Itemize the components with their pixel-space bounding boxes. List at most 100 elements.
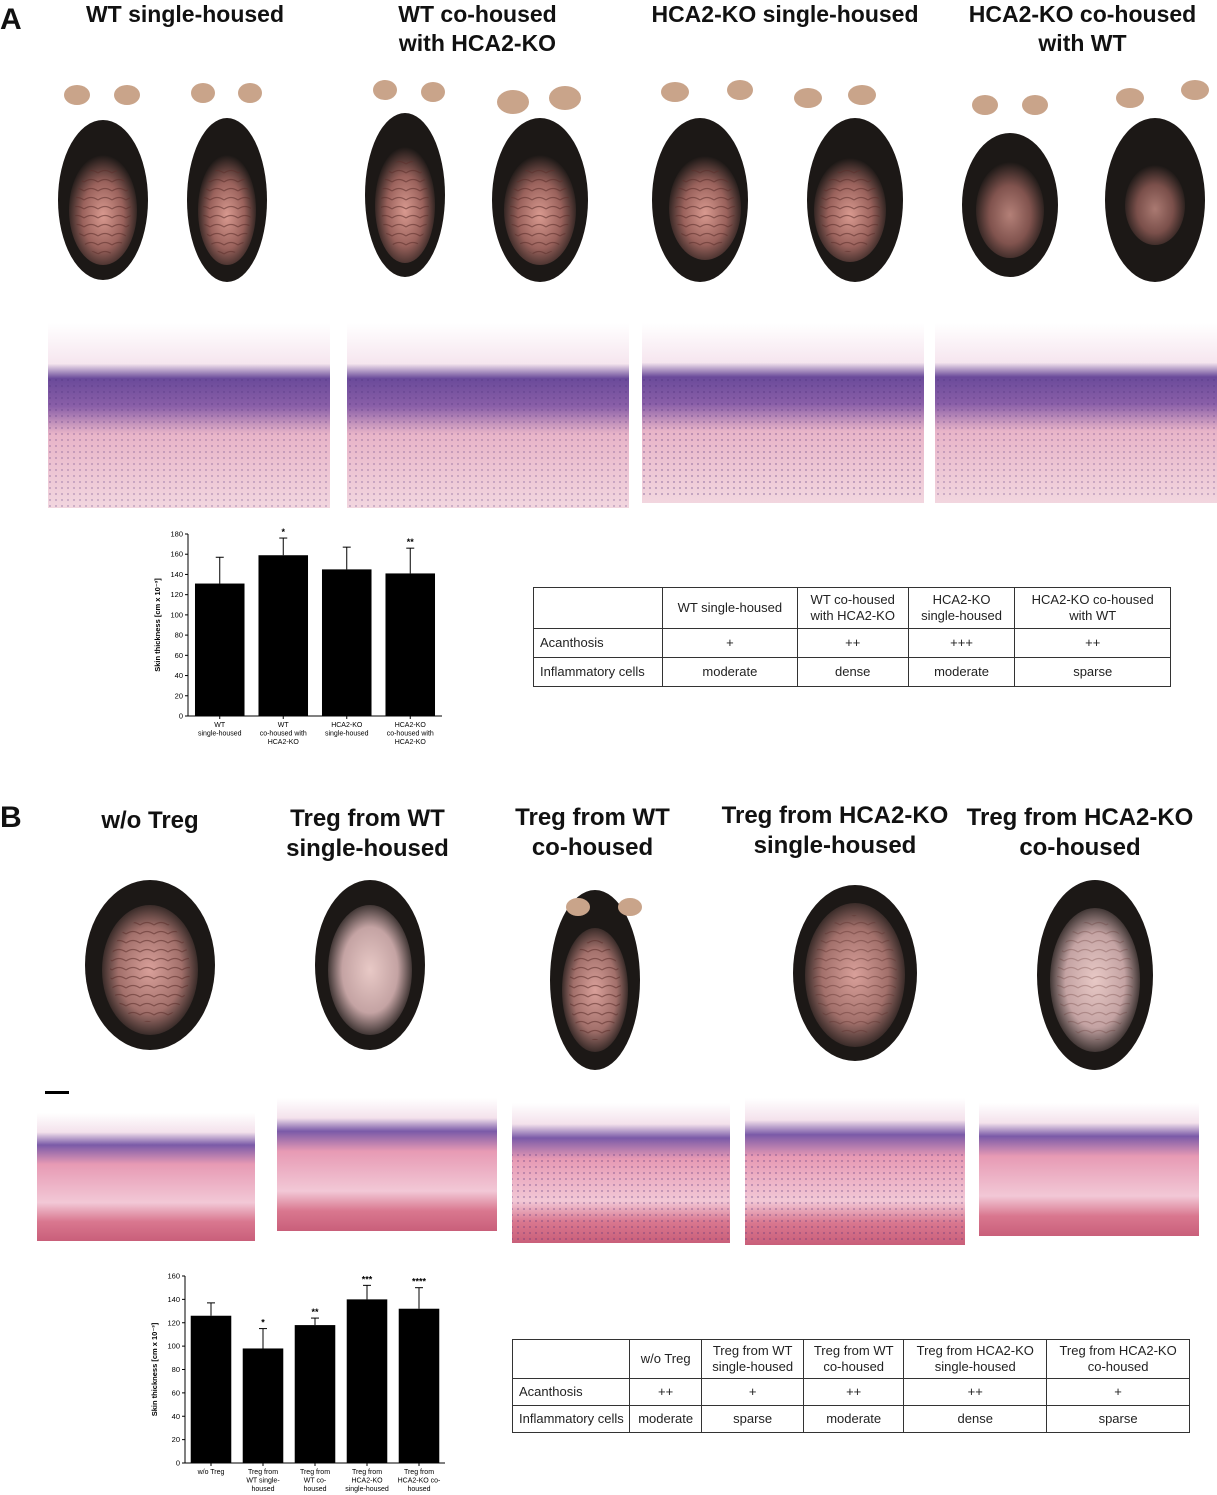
panel-b-mouse-photos xyxy=(85,880,1153,1070)
y-tick-label: 100 xyxy=(170,610,183,619)
table-cell: ++ xyxy=(628,1378,703,1406)
table-header-row: w/o Treg Treg from WT single-housed Treg… xyxy=(512,1339,1190,1379)
table-row: Acanthosis + ++ +++ ++ xyxy=(533,628,1171,658)
x-tick-label: WT xyxy=(278,722,290,729)
x-tick-label: HCA2-KO xyxy=(331,722,363,729)
x-tick-label: WT co- xyxy=(304,1478,327,1485)
mouse-a6 xyxy=(794,85,903,282)
x-tick-label: housed xyxy=(408,1486,431,1493)
y-tick-label: 0 xyxy=(179,712,183,721)
table-cell: sparse xyxy=(1014,657,1171,687)
x-tick-label: HCA2-KO xyxy=(268,739,300,746)
panel-b-scale-bar xyxy=(45,1091,69,1094)
panel-a-skin-thickness-chart: 0 20 40 60 80 100 120 140 160 180 Skin thickness [… xyxy=(153,527,442,746)
y-tick-label: 40 xyxy=(175,671,183,680)
y-tick-label: 120 xyxy=(167,1318,180,1327)
significance-label: *** xyxy=(362,1274,373,1284)
mouse-b4 xyxy=(793,885,917,1061)
y-tick-label: 100 xyxy=(167,1342,180,1351)
mouse-a5 xyxy=(652,80,753,282)
panel-a-header-1: WT single-housed xyxy=(85,1,285,27)
table-cell: sparse xyxy=(1046,1405,1190,1433)
x-tick-label: WT single- xyxy=(246,1478,280,1485)
mouse-a4 xyxy=(492,86,588,282)
panel-a-histology xyxy=(48,323,1217,508)
panel-a-letter: A xyxy=(0,3,22,36)
bar xyxy=(194,583,245,716)
table-row-label: Acanthosis xyxy=(533,628,663,658)
bar xyxy=(398,1308,440,1463)
bar xyxy=(346,1299,388,1463)
histology-b1 xyxy=(37,1113,255,1241)
histology-b5 xyxy=(979,1103,1199,1236)
x-tick-label: HCA2-KO xyxy=(395,739,427,746)
panel-b-header-4: Treg from HCA2-KO single-housed xyxy=(721,802,949,859)
table-cell: +++ xyxy=(907,628,1016,658)
y-tick-label: 140 xyxy=(167,1295,180,1304)
table-cell: + xyxy=(662,628,798,658)
panel-a-header-4: HCA2-KO co-housed with WT xyxy=(968,1,1197,56)
table-cell: dense xyxy=(796,657,909,687)
table-row-label: Inflammatory cells xyxy=(533,657,663,687)
table-cell: ++ xyxy=(1014,628,1171,658)
panel-b-header-3: Treg from WT co-housed xyxy=(515,804,670,861)
mouse-a7 xyxy=(962,95,1058,277)
x-tick-label: housed xyxy=(252,1486,275,1493)
panel-b-skin-thickness-chart: 0 20 40 60 80 100 120 140 160 Skin thickness [cm … xyxy=(150,1272,445,1493)
table-row: Acanthosis ++ + ++ ++ + xyxy=(512,1378,1190,1406)
panel-b-header-5: Treg from HCA2-KO co-housed xyxy=(966,804,1194,861)
y-tick-label: 120 xyxy=(170,590,183,599)
table-col-header: w/o Treg xyxy=(628,1339,703,1379)
table-col-header: HCA2-KO single-housed xyxy=(907,587,1016,629)
bar xyxy=(242,1348,284,1463)
table-cell: + xyxy=(1046,1378,1190,1406)
table-corner xyxy=(512,1339,630,1379)
y-tick-label: 140 xyxy=(170,570,183,579)
table-col-header: Treg from HCA2-KO co-housed xyxy=(1046,1339,1190,1379)
x-tick-label: Treg from xyxy=(404,1469,434,1476)
significance-label: ** xyxy=(311,1307,319,1317)
table-col-header: WT single-housed xyxy=(662,587,798,629)
significance-label: ** xyxy=(407,537,415,547)
x-tick-label: single-housed xyxy=(198,731,242,738)
y-tick-label: 160 xyxy=(167,1272,180,1281)
table-cell: dense xyxy=(903,1405,1048,1433)
y-tick-label: 0 xyxy=(176,1459,180,1468)
panel-a-table: WT single-housed WT co-housed with HCA2-… xyxy=(533,587,1171,687)
histology-b2 xyxy=(277,1098,497,1231)
mouse-b5 xyxy=(1037,880,1153,1070)
significance-label: * xyxy=(261,1318,265,1328)
panel-b-table: w/o Treg Treg from WT single-housed Treg… xyxy=(512,1339,1190,1433)
table-cell: + xyxy=(701,1378,805,1406)
mouse-b2 xyxy=(315,880,425,1050)
x-tick-label: single-housed xyxy=(325,731,369,738)
mouse-a8 xyxy=(1105,80,1209,282)
bar xyxy=(258,555,309,716)
panel-b-histology xyxy=(37,1098,1199,1245)
table-cell: ++ xyxy=(796,628,909,658)
table-row-label: Inflammatory cells xyxy=(512,1405,630,1433)
mouse-b3 xyxy=(550,890,642,1070)
table-cell: moderate xyxy=(803,1405,905,1433)
mouse-b1 xyxy=(85,880,215,1050)
x-tick-label: single-housed xyxy=(345,1486,389,1493)
y-tick-label: 60 xyxy=(175,651,183,660)
y-tick-label: 20 xyxy=(172,1435,180,1444)
table-cell: moderate xyxy=(662,657,798,687)
table-row: Inflammatory cells moderate sparse moder… xyxy=(512,1405,1190,1433)
table-col-header: Treg from WT co-housed xyxy=(803,1339,905,1379)
y-axis-label: Skin thickness [cm x 10⁻³] xyxy=(150,1322,159,1416)
table-col-header: HCA2-KO co-housed with WT xyxy=(1014,587,1171,629)
table-cell: sparse xyxy=(701,1405,805,1433)
y-tick-label: 80 xyxy=(172,1365,180,1374)
y-tick-label: 40 xyxy=(172,1412,180,1421)
x-tick-label: HCA2-KO xyxy=(395,722,427,729)
table-col-header: WT co-housed with HCA2-KO xyxy=(796,587,909,629)
significance-label: * xyxy=(281,527,285,537)
table-col-header: Treg from HCA2-KO single-housed xyxy=(903,1339,1048,1379)
panel-a-header-3: HCA2-KO single-housed xyxy=(651,1,919,27)
mouse-a1 xyxy=(58,85,148,280)
table-col-header: Treg from WT single-housed xyxy=(701,1339,805,1379)
table-corner xyxy=(533,587,663,629)
table-cell: moderate xyxy=(628,1405,703,1433)
